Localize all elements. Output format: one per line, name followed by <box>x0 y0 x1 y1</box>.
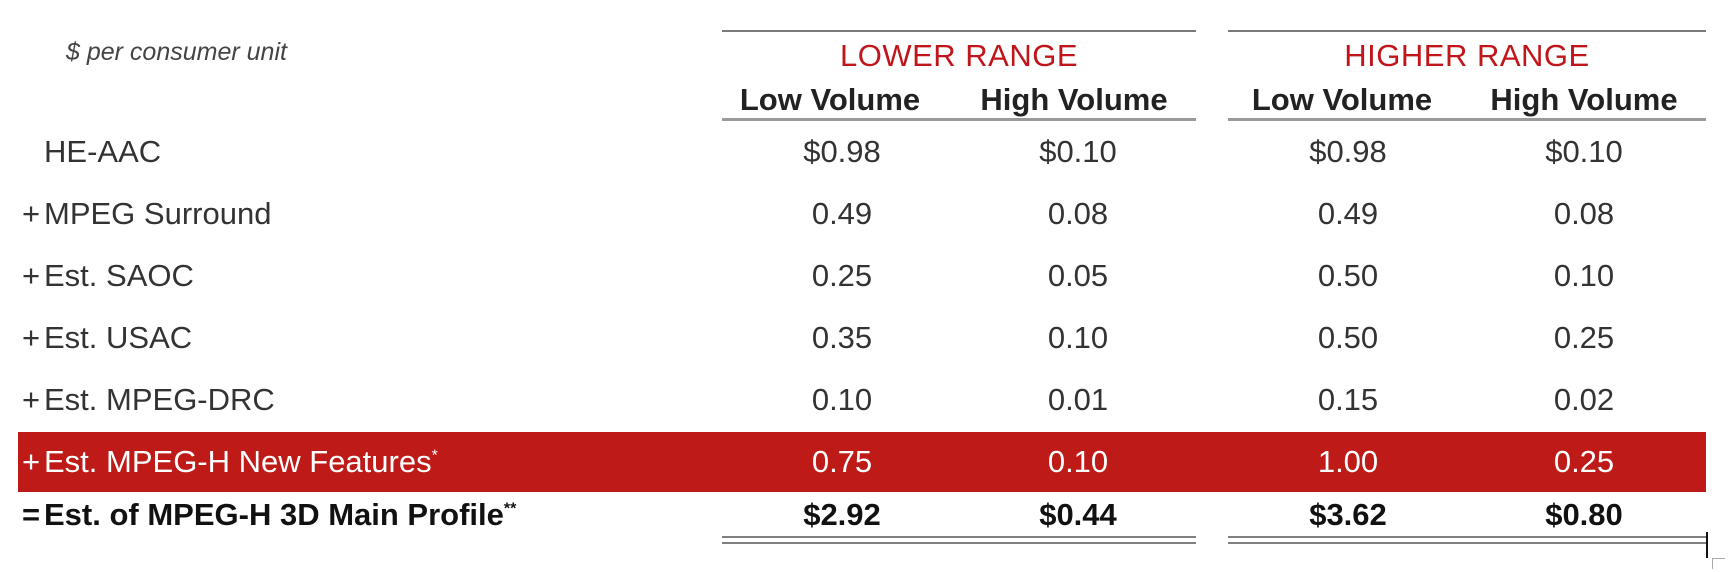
row-label: = Est. of MPEG-H 3D Main Profile** <box>18 488 516 548</box>
cell-lower-high-volume: $0.10 <box>1039 134 1117 169</box>
group-title: LOWER RANGE <box>839 38 1079 73</box>
table-row: + MPEG Surround 0.49 0.08 0.49 0.08 <box>18 184 1706 244</box>
text-cursor-icon <box>1706 532 1708 558</box>
table-row-total: = Est. of MPEG-H 3D Main Profile** $2.92 … <box>18 488 1706 548</box>
cell-lower-low-volume: 0.35 <box>811 320 873 355</box>
cell-lower-low-volume: $0.98 <box>803 134 881 169</box>
cell-higher-high-volume: 0.08 <box>1553 196 1615 231</box>
cell-lower-high-volume: 0.10 <box>1047 444 1109 479</box>
footnote-marker: * <box>431 447 438 465</box>
row-label-text: Est. MPEG-DRC <box>44 382 275 417</box>
cell-higher-low-volume: 0.50 <box>1317 258 1379 293</box>
row-label: + Est. SAOC <box>18 246 194 306</box>
footnote-marker: ** <box>503 500 517 518</box>
cell-lower-low-volume: $2.92 <box>803 497 881 532</box>
cell-higher-low-volume: 0.50 <box>1317 320 1379 355</box>
cell-lower-low-volume: 0.25 <box>811 258 873 293</box>
table-row: HE-AAC $0.98 $0.10 $0.98 $0.10 <box>18 122 1706 182</box>
cell-lower-low-volume: 0.75 <box>811 444 873 479</box>
row-operator: + <box>21 196 41 231</box>
group-title: HIGHER RANGE <box>1344 38 1590 73</box>
row-label-text: HE-AAC <box>44 134 162 169</box>
column-header-high-volume: High Volume <box>1490 82 1678 117</box>
cell-higher-low-volume: 0.15 <box>1317 382 1379 417</box>
cell-higher-low-volume: 0.49 <box>1317 196 1379 231</box>
table-row: + Est. SAOC 0.25 0.05 0.50 0.10 <box>18 246 1706 306</box>
row-label-text: Est. USAC <box>44 320 193 355</box>
cell-higher-low-volume: 1.00 <box>1317 444 1379 479</box>
cell-higher-low-volume: $3.62 <box>1309 497 1387 532</box>
row-label-text: Est. of MPEG-H 3D Main Profile <box>44 497 504 532</box>
cell-lower-high-volume: 0.01 <box>1047 382 1109 417</box>
table-row: + Est. MPEG-DRC 0.10 0.01 0.15 0.02 <box>18 370 1706 430</box>
row-operator: + <box>21 382 41 417</box>
table-row-highlighted: + Est. MPEG-H New Features* 0.75 0.10 1.0… <box>18 432 1706 492</box>
cell-lower-high-volume: 0.08 <box>1047 196 1109 231</box>
cell-higher-high-volume: 0.02 <box>1553 382 1615 417</box>
cell-higher-high-volume: $0.10 <box>1545 134 1623 169</box>
total-double-rule <box>1228 536 1706 544</box>
cell-higher-high-volume: 0.10 <box>1553 258 1615 293</box>
cell-lower-low-volume: 0.10 <box>811 382 873 417</box>
group-header-higher-range: HIGHER RANGE Low Volume High Volume <box>1228 30 1706 126</box>
row-label: + Est. USAC <box>18 308 192 368</box>
row-operator: + <box>21 320 41 355</box>
header-rule <box>1228 118 1706 121</box>
row-label: + Est. MPEG-DRC <box>18 370 275 430</box>
column-header-low-volume: Low Volume <box>1251 82 1433 117</box>
resize-handle-icon[interactable] <box>1712 558 1725 569</box>
unit-label: $ per consumer unit <box>66 38 287 66</box>
row-label: + MPEG Surround <box>18 184 272 244</box>
cell-higher-high-volume: $0.80 <box>1545 497 1623 532</box>
cell-higher-low-volume: $0.98 <box>1309 134 1387 169</box>
cell-lower-high-volume: $0.44 <box>1039 497 1117 532</box>
row-operator: + <box>21 258 41 293</box>
row-label: HE-AAC <box>18 122 161 182</box>
row-label-text: Est. MPEG-H New Features <box>44 444 432 479</box>
cell-higher-high-volume: 0.25 <box>1553 320 1615 355</box>
cell-lower-high-volume: 0.05 <box>1047 258 1109 293</box>
row-label: + Est. MPEG-H New Features* <box>18 432 438 492</box>
column-header-high-volume: High Volume <box>980 82 1168 117</box>
row-label-text: Est. SAOC <box>44 258 194 293</box>
column-header-low-volume: Low Volume <box>739 82 921 117</box>
header-rule <box>722 118 1196 121</box>
cell-lower-high-volume: 0.10 <box>1047 320 1109 355</box>
group-header-lower-range: LOWER RANGE Low Volume High Volume <box>722 30 1196 126</box>
cell-higher-high-volume: 0.25 <box>1553 444 1615 479</box>
row-operator: = <box>21 497 41 532</box>
table-row: + Est. USAC 0.35 0.10 0.50 0.25 <box>18 308 1706 368</box>
total-double-rule <box>722 536 1196 544</box>
cell-lower-low-volume: 0.49 <box>811 196 873 231</box>
row-operator: + <box>21 444 41 479</box>
row-label-text: MPEG Surround <box>44 196 272 231</box>
